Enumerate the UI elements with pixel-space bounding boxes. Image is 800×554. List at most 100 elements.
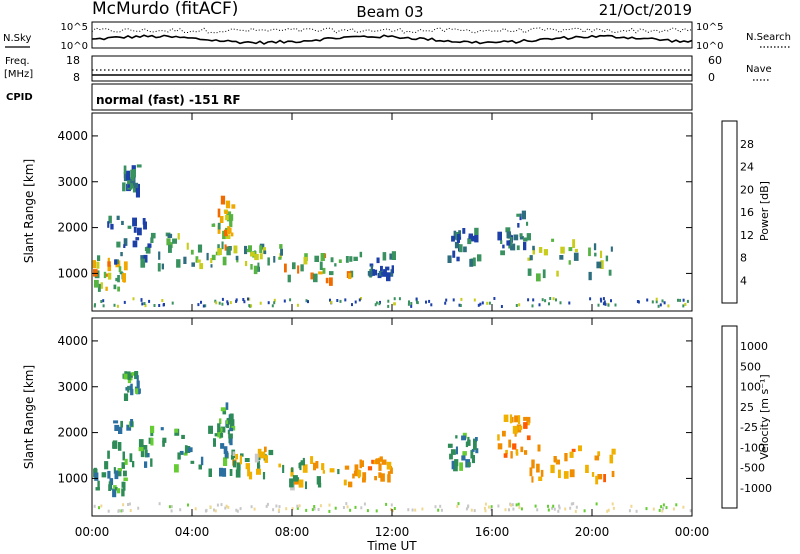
ground-scatter-cell (187, 503, 189, 507)
echo-cell (560, 246, 565, 254)
ground-scatter-cell (170, 509, 173, 513)
echo-cell (367, 466, 373, 471)
echo-cell (452, 250, 456, 258)
echo-cell (133, 176, 136, 186)
echo-cell (177, 452, 181, 460)
echo-cell (112, 440, 118, 449)
echo-cell (273, 256, 276, 263)
echo-cell (264, 446, 267, 452)
ground-scatter-cell (305, 299, 308, 303)
echo-cell (260, 451, 266, 459)
ground-scatter-cell (307, 300, 309, 304)
echo-cell (225, 200, 231, 209)
ground-scatter-cell (116, 304, 119, 308)
echo-cell (462, 451, 467, 456)
echo-cell (259, 253, 263, 260)
echo-cell (127, 184, 130, 188)
nave-label: Nave (746, 64, 772, 75)
echo-cell (596, 261, 602, 269)
echo-cell (130, 419, 134, 427)
ground-scatter-cell (296, 506, 299, 510)
ground-scatter-cell (366, 509, 369, 513)
ground-scatter-cell (204, 304, 207, 308)
echo-cell (338, 259, 342, 263)
echo-cell (519, 213, 522, 221)
ground-scatter-cell (467, 505, 469, 509)
ground-scatter-cell (416, 301, 419, 305)
echo-cell (222, 408, 227, 415)
velocity-panel: 1000 2000 3000 4000 00:00 04:00 08:00 12:00 16:… (22, 113, 772, 553)
ground-scatter-cell (354, 505, 357, 509)
ground-scatter-cell (171, 301, 174, 305)
echo-cell (123, 244, 126, 248)
ground-scatter-cell (477, 303, 480, 307)
ground-scatter-cell (602, 302, 605, 306)
echo-cell (225, 215, 229, 221)
ground-scatter-cell (497, 504, 500, 508)
ground-scatter-cell (224, 506, 227, 510)
echo-cell (160, 427, 164, 431)
echo-cell (240, 453, 244, 457)
colorbar-tick-label: 8 (740, 252, 747, 265)
ground-scatter-cell (98, 506, 100, 510)
ground-scatter-cell (342, 506, 345, 509)
y-tick-label: 2000 (57, 221, 88, 235)
echo-cell (526, 416, 531, 424)
echo-cell (161, 263, 164, 270)
echo-cell (231, 204, 236, 209)
echo-cell (115, 277, 119, 282)
x-tick-label: 16:00 (475, 525, 510, 539)
ground-scatter-cell (140, 298, 143, 302)
echo-cell (190, 460, 195, 464)
echo-cell (568, 260, 571, 265)
echo-cell (321, 463, 325, 471)
echo-cell (467, 238, 472, 244)
ground-scatter-cell (221, 297, 224, 301)
x-tick-label: 20:00 (575, 525, 610, 539)
echo-cell (235, 255, 239, 261)
echo-cell (198, 464, 202, 470)
echo-cell (124, 458, 128, 465)
echo-cell (166, 238, 171, 246)
echo-cell (229, 469, 233, 476)
power-panel: 1000 2000 3000 4000 Slant Range [km] 28 24 20… (22, 112, 771, 312)
ground-scatter-cell (558, 504, 560, 508)
echo-cell (608, 269, 612, 276)
echo-cell (391, 265, 394, 274)
echo-cell (132, 185, 136, 193)
echo-cell (135, 388, 139, 394)
ground-scatter-cell (527, 298, 530, 302)
echo-cell (114, 424, 120, 431)
echo-cell (150, 437, 154, 446)
echo-cell (291, 467, 294, 473)
ground-scatter-cell (313, 507, 316, 511)
echo-cell (362, 472, 367, 481)
echo-cell (219, 467, 224, 477)
ground-scatter-cell (534, 504, 537, 508)
echo-cell (361, 460, 364, 467)
echo-cell (158, 251, 161, 260)
ground-scatter-cell (360, 506, 363, 510)
colorbar-tick-label: -500 (740, 462, 765, 475)
echo-cell (538, 476, 543, 481)
ground-scatter-cell (144, 304, 147, 308)
echo-cell (500, 250, 505, 256)
echo-cell (199, 263, 204, 270)
echo-cell (94, 472, 99, 481)
echo-cell (523, 422, 528, 429)
ground-scatter-cell (363, 502, 366, 506)
echo-cell (231, 426, 236, 431)
echo-cell (143, 254, 148, 263)
echo-cell (471, 448, 475, 452)
echo-cell (473, 441, 477, 450)
echo-cell (543, 249, 548, 256)
echo-cell (118, 426, 123, 434)
ground-scatter-cell (439, 504, 442, 508)
echo-cell (226, 246, 231, 256)
echo-cell (330, 257, 334, 263)
ground-scatter-cell (510, 503, 513, 507)
ground-scatter-cell (248, 304, 251, 308)
cpid-mode-text: normal (fast) -151 RF (96, 93, 241, 107)
echo-cell (315, 461, 319, 469)
echo-cell (508, 439, 512, 448)
